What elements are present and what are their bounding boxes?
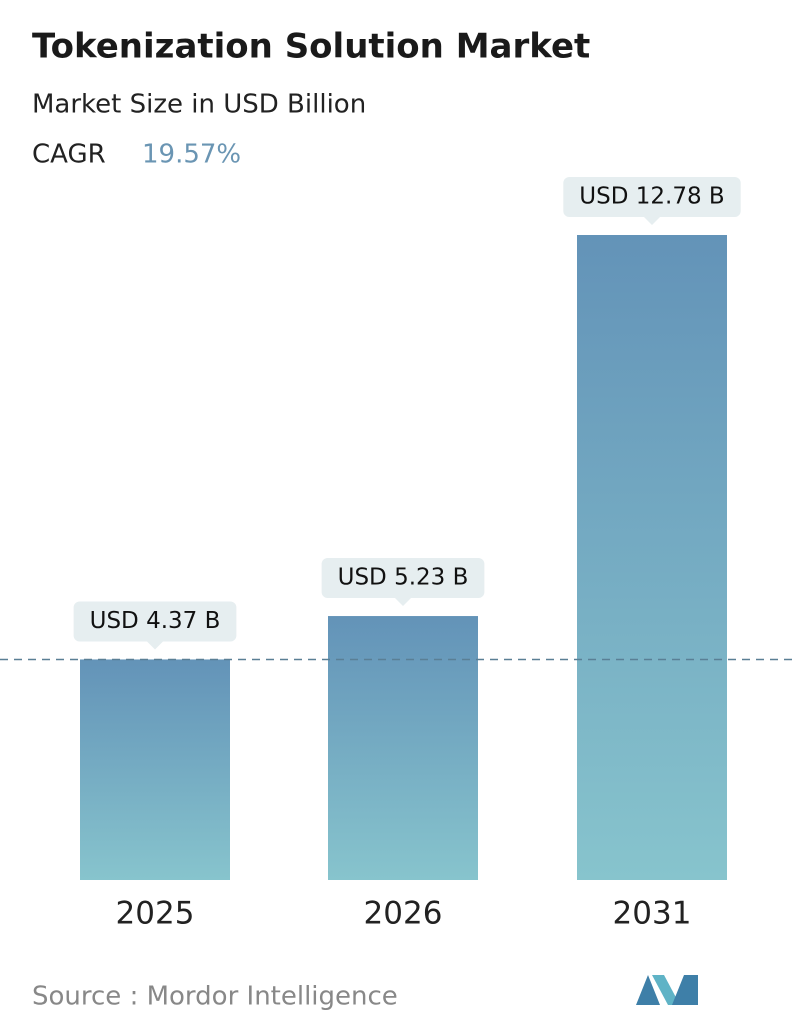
value-label: USD 5.23 B bbox=[338, 565, 469, 591]
value-label: USD 12.78 B bbox=[579, 184, 724, 210]
value-label-pointer bbox=[395, 598, 411, 607]
bar bbox=[328, 616, 478, 880]
chart-title: Tokenization Solution Market bbox=[32, 27, 590, 67]
cagr-value: 19.57% bbox=[142, 140, 241, 170]
x-tick-label: 2025 bbox=[116, 896, 195, 932]
value-label-box bbox=[563, 177, 741, 217]
source: Source : Mordor Intelligence bbox=[32, 982, 398, 1012]
chart-subtitle: Market Size in USD Billion bbox=[32, 90, 366, 120]
value-label-box bbox=[73, 601, 237, 642]
value-label-box bbox=[321, 558, 485, 599]
bar bbox=[80, 659, 230, 880]
value-label-pointer bbox=[147, 641, 163, 650]
bar bbox=[577, 235, 727, 880]
value-label-pointer bbox=[644, 217, 660, 225]
x-tick-label: 2031 bbox=[613, 896, 692, 932]
cagr-label: CAGR bbox=[32, 140, 106, 170]
x-tick-label: 2026 bbox=[364, 896, 443, 932]
logo bbox=[636, 975, 698, 1005]
value-label: USD 4.37 B bbox=[90, 608, 221, 634]
